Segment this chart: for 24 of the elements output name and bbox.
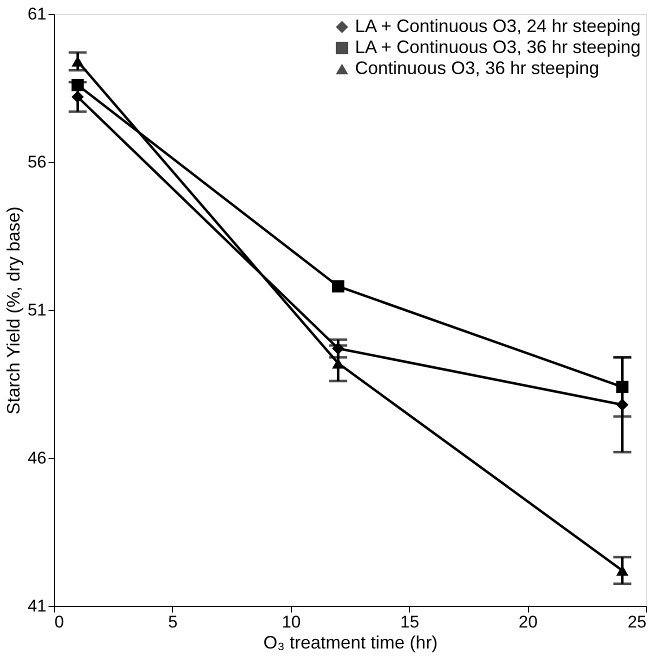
point (332, 342, 344, 355)
y-axis-title: Starch Yield (%, dry base) (4, 206, 24, 415)
point (616, 565, 628, 576)
point (616, 398, 628, 411)
y-tick-label: 41 (28, 596, 46, 616)
legend-label: LA + Continuous O3, 36 hr steeping (355, 37, 641, 57)
legend-label: LA + Continuous O3, 24 hr steeping (355, 16, 641, 36)
point (72, 90, 84, 104)
x-tick-label: 0 (54, 612, 64, 632)
x-axis-title: O₃ treatment time (hr) (263, 632, 438, 652)
y-tick-label: 46 (28, 448, 46, 468)
y-tick-label: 56 (28, 152, 46, 172)
point (616, 380, 628, 394)
x-tick-label: 25 (628, 612, 646, 632)
y-tick-label: 51 (28, 300, 46, 320)
legend-label: Continuous O3, 36 hr steeping (355, 58, 600, 78)
x-tick-label: 15 (400, 612, 420, 632)
x-tick-label: 10 (282, 612, 301, 632)
x-tick-label: 5 (168, 612, 178, 632)
point (72, 78, 84, 92)
point (72, 56, 84, 67)
y-tick-label: 61 (28, 4, 46, 24)
point (332, 280, 344, 292)
x-tick-label: 20 (518, 612, 538, 632)
